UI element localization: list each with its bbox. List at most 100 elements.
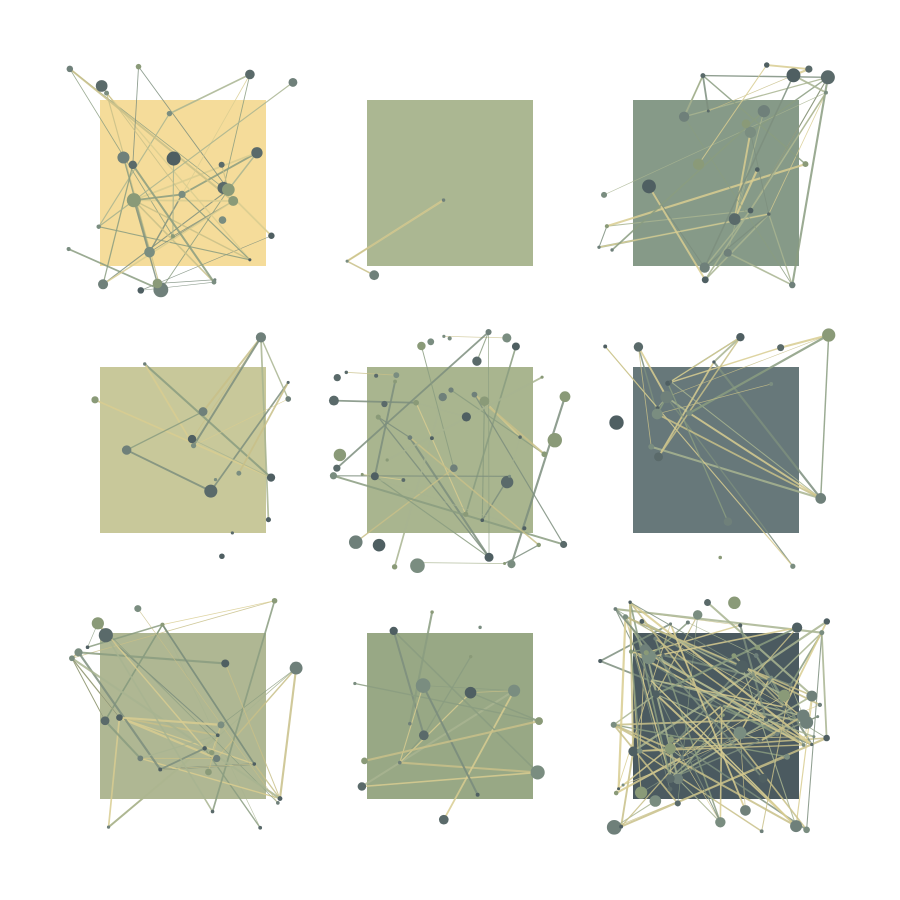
edge xyxy=(140,757,281,800)
edge xyxy=(598,225,608,248)
edge xyxy=(669,623,747,811)
edge xyxy=(202,336,262,413)
edge xyxy=(162,600,275,625)
node xyxy=(438,392,447,402)
node xyxy=(143,362,147,366)
node xyxy=(652,690,660,699)
edge xyxy=(637,346,658,415)
edge xyxy=(106,92,162,291)
node xyxy=(767,677,771,682)
node xyxy=(448,387,454,393)
node xyxy=(66,246,71,252)
edge xyxy=(739,625,767,720)
edge xyxy=(613,724,788,758)
node xyxy=(791,622,803,633)
node xyxy=(417,341,426,351)
node xyxy=(353,681,357,686)
node xyxy=(372,538,386,552)
node xyxy=(639,619,645,624)
edge xyxy=(771,676,791,686)
node xyxy=(669,622,673,626)
node xyxy=(824,90,828,95)
edge xyxy=(208,724,222,773)
node xyxy=(137,287,145,294)
node xyxy=(166,151,181,166)
node xyxy=(536,542,541,548)
panel-square xyxy=(633,100,799,266)
node xyxy=(438,814,449,825)
edge xyxy=(160,189,229,291)
node xyxy=(375,414,381,420)
edge xyxy=(677,714,724,780)
edge xyxy=(727,252,793,286)
node xyxy=(397,760,402,765)
edge xyxy=(333,399,417,404)
node xyxy=(667,786,673,792)
edge xyxy=(603,92,827,196)
node xyxy=(410,558,425,574)
node xyxy=(126,193,141,208)
edge xyxy=(98,113,170,228)
edge xyxy=(105,634,214,812)
node xyxy=(819,630,825,636)
node xyxy=(266,473,276,482)
edge xyxy=(131,164,215,283)
node xyxy=(210,809,215,814)
node xyxy=(478,625,482,630)
edge xyxy=(98,226,250,261)
edge xyxy=(253,763,281,799)
edge xyxy=(698,64,768,165)
edge xyxy=(260,337,289,400)
node xyxy=(782,705,787,710)
node xyxy=(100,716,110,726)
edge xyxy=(211,600,276,812)
edge xyxy=(614,608,721,823)
panel-5 xyxy=(328,328,571,574)
edge xyxy=(450,389,545,455)
edge xyxy=(181,193,251,261)
edge xyxy=(734,111,765,220)
node xyxy=(601,191,608,198)
edge xyxy=(418,562,505,564)
edge xyxy=(137,608,279,804)
node xyxy=(385,458,389,462)
edge xyxy=(192,336,262,447)
node xyxy=(665,774,675,783)
node xyxy=(91,617,104,630)
edge xyxy=(408,611,434,724)
edge xyxy=(191,438,272,478)
node xyxy=(669,380,673,384)
node xyxy=(723,248,732,257)
edge xyxy=(94,399,272,479)
node xyxy=(463,511,469,517)
edge xyxy=(613,718,767,726)
panel-square xyxy=(367,100,533,266)
edge xyxy=(629,602,672,779)
node xyxy=(723,517,733,526)
edge xyxy=(133,151,258,202)
edge xyxy=(620,751,635,827)
node xyxy=(333,373,341,382)
node xyxy=(522,526,527,531)
node xyxy=(442,334,446,338)
panel-square xyxy=(367,633,533,799)
node xyxy=(166,110,173,117)
edge xyxy=(721,704,778,735)
node xyxy=(211,279,217,285)
node xyxy=(704,599,711,607)
edge xyxy=(362,474,525,529)
node xyxy=(822,328,836,342)
node xyxy=(648,443,655,450)
node xyxy=(738,623,743,628)
edge xyxy=(650,445,822,500)
node xyxy=(699,262,710,273)
node xyxy=(653,636,657,641)
node xyxy=(754,167,760,172)
edge xyxy=(422,685,479,796)
node xyxy=(117,151,130,164)
node xyxy=(190,443,197,449)
edge xyxy=(719,705,723,823)
node xyxy=(158,767,163,772)
node xyxy=(381,400,388,408)
